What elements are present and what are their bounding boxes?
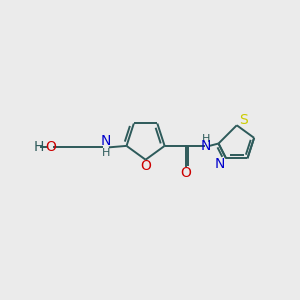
Text: O: O	[140, 159, 151, 173]
Text: N: N	[101, 134, 111, 148]
Text: S: S	[239, 113, 248, 127]
Text: N: N	[214, 157, 225, 171]
Text: O: O	[46, 140, 57, 154]
Text: H: H	[33, 140, 44, 154]
Text: O: O	[180, 166, 191, 180]
Text: N: N	[201, 139, 211, 153]
Text: H: H	[102, 148, 110, 158]
Text: H: H	[202, 134, 210, 144]
